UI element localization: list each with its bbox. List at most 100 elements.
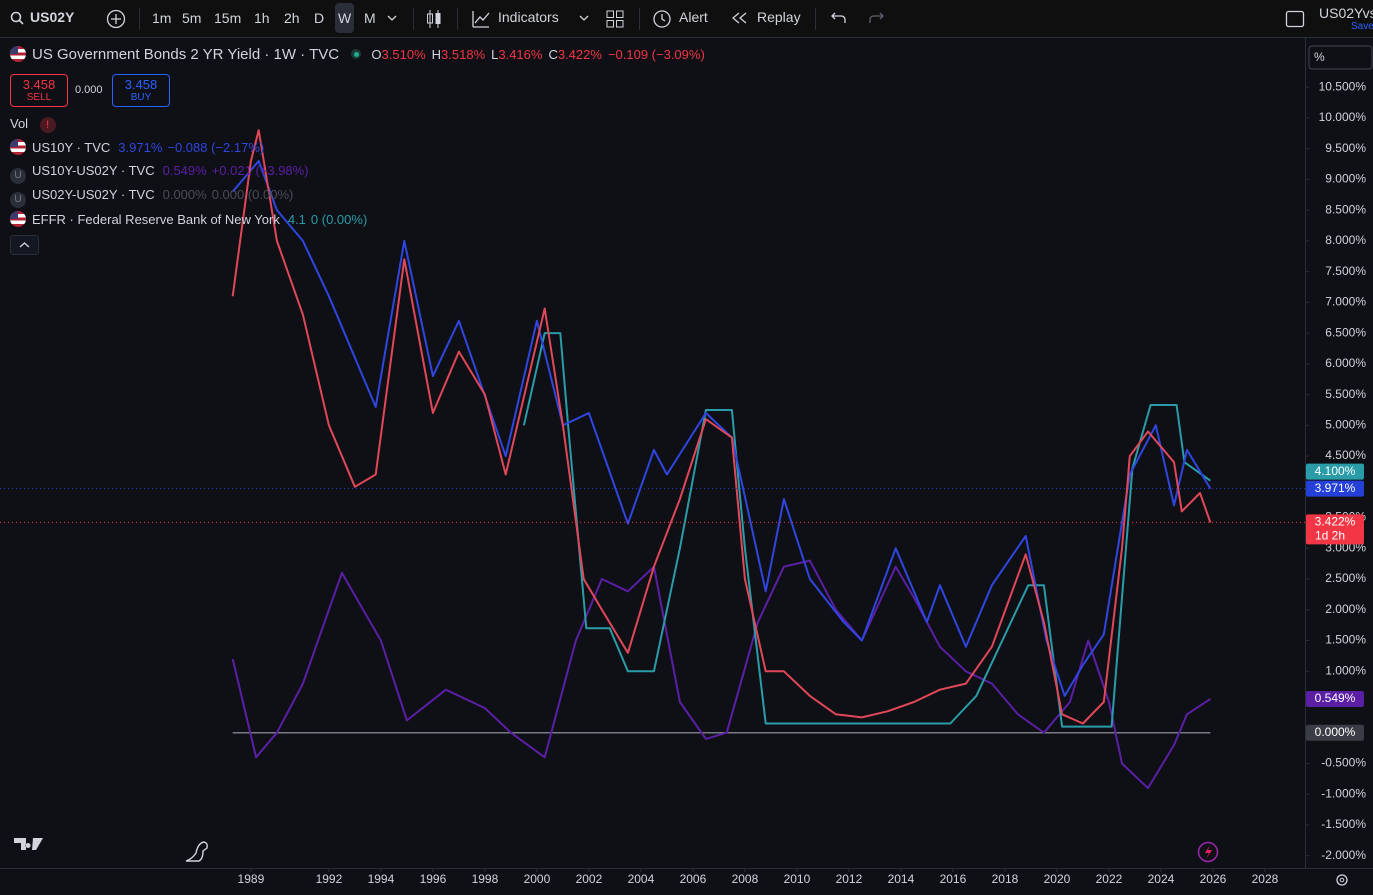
x-tick-label: 2010 bbox=[784, 872, 811, 886]
price-badge-label: 4.100% bbox=[1315, 464, 1356, 478]
symbol-icon: U bbox=[10, 192, 26, 208]
layout-button[interactable] bbox=[606, 10, 624, 28]
indicators-icon bbox=[472, 11, 490, 28]
alert-icon bbox=[653, 10, 671, 28]
x-tick-label: 1992 bbox=[316, 872, 343, 886]
sell-label: SELL bbox=[26, 92, 52, 103]
buy-label: BUY bbox=[130, 92, 152, 103]
x-tick-label: 1996 bbox=[420, 872, 447, 886]
layout-name[interactable]: US02Yvs bbox=[1319, 5, 1373, 21]
x-tick-label: 2000 bbox=[524, 872, 551, 886]
redo-button[interactable] bbox=[867, 10, 885, 26]
series-line bbox=[231, 559, 1211, 790]
separator bbox=[639, 8, 640, 30]
x-tick-label: 2016 bbox=[940, 872, 967, 886]
tv-logo bbox=[14, 838, 43, 850]
ohlc: O3.510% H3.518% L3.416% C3.422% −0.109 (−3.0… bbox=[371, 47, 704, 62]
volume-row: Vol ! bbox=[10, 116, 56, 133]
save-button[interactable]: Save bbox=[1351, 21, 1373, 32]
ohlc-value: 3.510% bbox=[381, 47, 426, 62]
x-tick-label: 2004 bbox=[628, 872, 655, 886]
series-line bbox=[231, 129, 1212, 725]
sell-button[interactable]: 3.458 SELL bbox=[10, 74, 68, 107]
y-tick-label: 2.000% bbox=[1325, 602, 1366, 616]
y-tick-label: 8.000% bbox=[1325, 233, 1366, 247]
series-change: −0.088 (−2.17%) bbox=[167, 140, 265, 155]
separator bbox=[815, 8, 816, 30]
series-change: 0.000 (0.00%) bbox=[211, 187, 294, 202]
y-tick-label: 10.500% bbox=[1319, 79, 1367, 93]
y-tick-label: 8.500% bbox=[1325, 202, 1366, 216]
x-tick-label: 2024 bbox=[1148, 872, 1175, 886]
interval-button[interactable]: W bbox=[335, 3, 355, 33]
ohlc-value: 3.518% bbox=[441, 47, 486, 62]
warning-icon: ! bbox=[39, 117, 56, 133]
interval-button[interactable]: 2h bbox=[284, 10, 300, 26]
legend-row: EFFR · Federal Reserve Bank of New York 4… bbox=[10, 211, 367, 227]
legend-row: U US10Y-US02Y · TVC 0.549% +0.021 (+3.98%) bbox=[10, 163, 309, 184]
y-tick-label: 9.000% bbox=[1325, 172, 1366, 186]
fullscreen-button[interactable] bbox=[1285, 9, 1305, 29]
alert-button[interactable]: Alert bbox=[679, 9, 708, 25]
scale-unit: % bbox=[1314, 50, 1325, 64]
interval-button[interactable]: 15m bbox=[214, 10, 242, 26]
dino-icon bbox=[185, 841, 208, 862]
y-tick-label: -1.500% bbox=[1321, 817, 1366, 831]
symbol-icon: U bbox=[10, 168, 26, 184]
x-tick-label: 1989 bbox=[238, 872, 265, 886]
y-tick-label: 9.500% bbox=[1325, 141, 1366, 155]
ohlc-key: H bbox=[431, 47, 442, 62]
series-change: +0.021 (+3.98%) bbox=[211, 163, 309, 178]
replay-button[interactable]: Replay bbox=[757, 9, 801, 25]
price-badge bbox=[1306, 690, 1364, 707]
symbol[interactable]: US02Y bbox=[30, 9, 75, 25]
interval-button[interactable]: 1m bbox=[152, 10, 172, 26]
settings-icon[interactable] bbox=[1336, 874, 1348, 886]
ohlc-key: O bbox=[371, 47, 382, 62]
interval-button[interactable]: D bbox=[314, 10, 325, 26]
series-value: 0.000% bbox=[162, 187, 207, 202]
axes: 10.500% 10.000% 9.500% 9.000% 8.500% 8.000% 7.… bbox=[238, 79, 1367, 886]
bid-ask-spread: 0.000 bbox=[75, 84, 103, 96]
ohlc-key: C bbox=[548, 47, 558, 62]
y-tick-label: 10.000% bbox=[1319, 110, 1367, 124]
y-tick-label: -2.000% bbox=[1321, 848, 1366, 862]
series-value: 0.549% bbox=[162, 163, 207, 178]
indicators-dropdown[interactable] bbox=[578, 12, 590, 24]
interval-dropdown[interactable] bbox=[386, 12, 398, 24]
market-status bbox=[351, 49, 362, 59]
x-tick-label: 2020 bbox=[1044, 872, 1071, 886]
interval-button[interactable]: 5m bbox=[182, 10, 202, 26]
price-badge-label: 0.549% bbox=[1315, 691, 1356, 705]
separator bbox=[457, 8, 458, 30]
x-tick-label: 2014 bbox=[888, 872, 915, 886]
price-badge-label: 3.422% bbox=[1315, 515, 1356, 529]
interval-button[interactable]: M bbox=[364, 10, 376, 26]
flag-icon bbox=[10, 46, 26, 62]
collapse-button[interactable] bbox=[10, 235, 39, 255]
interval-button[interactable]: 1h bbox=[254, 10, 270, 26]
search-icon bbox=[10, 11, 24, 25]
chart-type-button[interactable] bbox=[424, 8, 444, 30]
series-value: 4.1 bbox=[287, 212, 306, 227]
flash-icon[interactable] bbox=[1197, 841, 1219, 863]
toolbar: US02Y 1m 5m 15m 1h 2h D W M Indicators Alert Re… bbox=[0, 0, 1373, 38]
ohlc-change: −0.109 (−3.09%) bbox=[607, 47, 705, 62]
x-tick-label: 2012 bbox=[836, 872, 863, 886]
price-badge bbox=[1306, 514, 1364, 545]
compare-button[interactable] bbox=[106, 9, 126, 29]
x-tick-label: 2018 bbox=[992, 872, 1019, 886]
buy-button[interactable]: 3.458 BUY bbox=[112, 74, 170, 107]
chart: 10.500% 10.000% 9.500% 9.000% 8.500% 8.000% 7.… bbox=[0, 38, 1373, 895]
price-badge-label: 3.971% bbox=[1315, 481, 1356, 495]
y-tick-label: 1.000% bbox=[1325, 663, 1366, 677]
series-name: US10Y-US02Y · TVC bbox=[32, 163, 155, 178]
indicators-button[interactable]: Indicators bbox=[498, 9, 559, 25]
x-tick-label: 2026 bbox=[1200, 872, 1227, 886]
volume-label: Vol bbox=[10, 116, 29, 131]
scale-unit-box[interactable] bbox=[1308, 45, 1373, 70]
series-line bbox=[231, 160, 1212, 697]
undo-button[interactable] bbox=[830, 10, 848, 26]
y-tick-label: 7.000% bbox=[1325, 295, 1366, 309]
